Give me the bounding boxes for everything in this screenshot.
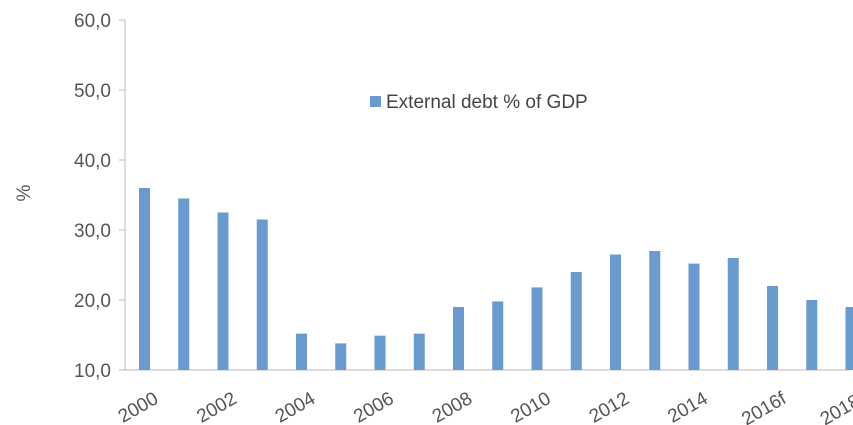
bar-2010	[531, 287, 543, 370]
bar-2002	[217, 212, 229, 370]
x-tick-label: 2002	[193, 388, 240, 425]
legend-swatch	[370, 96, 381, 107]
bar-2008	[453, 307, 464, 370]
bar-2006	[374, 335, 386, 370]
x-tick-label: 2006	[350, 388, 397, 425]
bar-2016f	[767, 286, 778, 370]
x-tick-label: 2010	[507, 388, 554, 425]
bar-2013	[649, 251, 661, 370]
bar-2004	[296, 333, 307, 370]
y-axis-title: %	[14, 184, 35, 201]
bar-2018f	[845, 307, 853, 370]
bar-2015	[727, 258, 739, 370]
y-tick-label: 30,0	[74, 221, 111, 242]
x-tick-label: 2018f	[817, 388, 853, 425]
x-axis: 2000 2002 2004 2006 2008 2010 2012 2014 2016f 201…	[115, 369, 853, 425]
bar-2017f	[806, 300, 818, 370]
x-tick-label: 2012	[586, 388, 633, 425]
bar-2012	[610, 254, 621, 370]
bar-2003	[256, 219, 268, 370]
bar-2005	[335, 343, 347, 370]
bar-2007	[413, 333, 425, 370]
y-tick-label: 40,0	[74, 151, 111, 172]
x-tick-label: 2000	[115, 388, 162, 425]
x-tick-label: 2014	[664, 388, 711, 425]
y-tick-label: 50,0	[74, 81, 111, 102]
legend: External debt % of GDP	[370, 92, 588, 113]
bar-2009	[492, 301, 504, 370]
bar-2001	[178, 198, 190, 370]
bar-2014	[688, 263, 700, 370]
x-tick-label: 2008	[429, 388, 476, 425]
bar-2011	[570, 272, 582, 370]
y-axis: 10,0 20,0 30,0 40,0 50,0 60,0	[74, 11, 126, 382]
x-tick-label: 2016f	[738, 388, 790, 425]
y-tick-label: 20,0	[74, 291, 111, 312]
y-tick-label: 60,0	[74, 11, 111, 32]
x-tick-label: 2004	[272, 388, 319, 425]
y-tick-label: 10,0	[74, 361, 111, 382]
bar-series	[139, 188, 853, 370]
bar-2000	[139, 188, 150, 370]
legend-label: External debt % of GDP	[386, 92, 588, 113]
